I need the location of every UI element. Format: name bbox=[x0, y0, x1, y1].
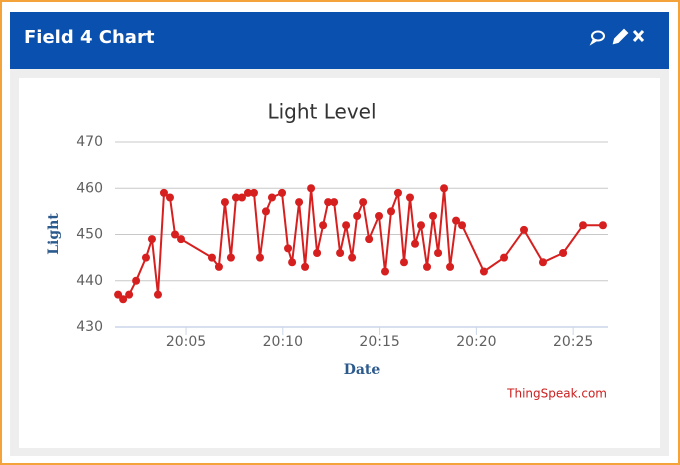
data-point bbox=[519, 225, 528, 234]
edit-icon[interactable] bbox=[612, 28, 629, 45]
data-point bbox=[214, 262, 223, 271]
x-axis-label: Date bbox=[344, 362, 381, 378]
data-point bbox=[231, 193, 240, 202]
data-point bbox=[125, 290, 134, 299]
data-point bbox=[324, 198, 333, 207]
data-point bbox=[255, 253, 264, 262]
data-point bbox=[177, 235, 186, 244]
data-point bbox=[405, 193, 414, 202]
header-icons bbox=[589, 28, 645, 46]
data-point bbox=[579, 221, 588, 230]
data-point bbox=[336, 249, 345, 257]
y-axis-label: Light bbox=[46, 213, 62, 255]
data-point bbox=[434, 249, 443, 257]
x-tick-label: 20:20 bbox=[456, 334, 496, 350]
data-point bbox=[141, 253, 150, 262]
data-point bbox=[226, 253, 235, 262]
data-point bbox=[538, 258, 547, 267]
x-tick-label: 20:25 bbox=[553, 334, 593, 350]
data-point bbox=[147, 235, 156, 244]
data-point bbox=[399, 258, 408, 267]
x-tick-label: 20:15 bbox=[359, 334, 399, 350]
credit[interactable]: ThingSpeak.com bbox=[506, 387, 607, 401]
y-tick-label: 440 bbox=[76, 273, 103, 289]
data-point bbox=[288, 258, 297, 267]
data-point bbox=[559, 249, 568, 257]
data-point bbox=[387, 207, 396, 216]
data-point bbox=[458, 221, 467, 230]
data-point bbox=[207, 253, 216, 262]
data-point bbox=[165, 193, 174, 202]
data-point bbox=[330, 198, 339, 207]
data-point bbox=[393, 188, 402, 197]
data-point bbox=[423, 262, 432, 271]
data-point bbox=[220, 198, 229, 207]
data-point bbox=[159, 188, 168, 197]
data-point bbox=[171, 230, 180, 239]
chart-title: Light Level bbox=[267, 100, 376, 124]
data-point bbox=[342, 221, 351, 230]
header-bar bbox=[10, 12, 669, 69]
data-point bbox=[440, 184, 449, 193]
data-point bbox=[479, 267, 488, 276]
data-point bbox=[132, 276, 141, 285]
y-tick-label: 430 bbox=[76, 319, 103, 335]
data-point bbox=[307, 184, 316, 193]
data-point bbox=[411, 239, 420, 248]
close-icon[interactable] bbox=[632, 29, 645, 43]
data-point bbox=[359, 198, 368, 207]
y-tick-label: 450 bbox=[76, 227, 103, 243]
x-tick-label: 20:10 bbox=[263, 334, 303, 350]
data-point bbox=[153, 290, 162, 299]
data-point bbox=[243, 188, 252, 197]
data-point bbox=[446, 262, 455, 271]
y-tick-label: 460 bbox=[76, 180, 103, 196]
data-point bbox=[429, 212, 438, 220]
data-point bbox=[114, 290, 123, 299]
header-title: Field 4 Chart bbox=[24, 27, 155, 48]
comment-icon[interactable] bbox=[589, 30, 605, 46]
data-point bbox=[119, 295, 128, 304]
data-point bbox=[417, 221, 426, 230]
data-point bbox=[267, 193, 276, 202]
data-point bbox=[278, 188, 287, 197]
data-point bbox=[284, 244, 293, 253]
data-point bbox=[237, 193, 246, 202]
data-point bbox=[301, 262, 310, 271]
y-tick-label: 470 bbox=[76, 134, 103, 150]
data-point bbox=[365, 235, 374, 244]
data-point bbox=[500, 253, 509, 262]
data-point bbox=[381, 267, 390, 276]
data-point bbox=[295, 198, 304, 207]
data-point bbox=[261, 207, 270, 216]
data-point bbox=[319, 221, 328, 230]
data-point bbox=[452, 216, 461, 225]
data-point bbox=[375, 212, 384, 220]
chart-panel bbox=[19, 78, 660, 448]
data-point bbox=[313, 249, 322, 257]
x-tick-label: 20:05 bbox=[166, 334, 206, 350]
data-point bbox=[353, 212, 362, 220]
data-point bbox=[249, 188, 258, 197]
data-point bbox=[348, 253, 357, 262]
data-point bbox=[598, 221, 607, 230]
